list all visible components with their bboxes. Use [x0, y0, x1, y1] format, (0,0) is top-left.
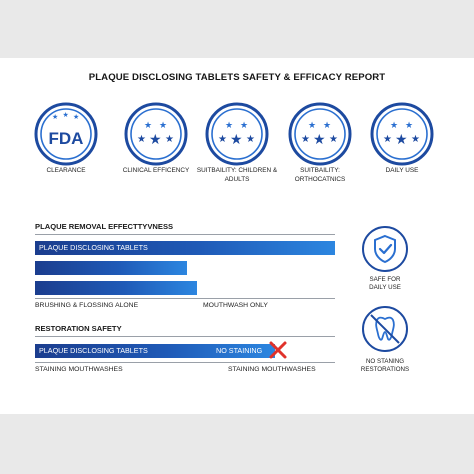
svg-text:★: ★	[405, 121, 413, 131]
svg-text:★: ★	[149, 132, 162, 148]
safe-daily-use-label: SAFE FOR DAILY USE	[340, 276, 430, 292]
five-stars-badge-icon: ★ ★ ★ ★ ★	[370, 102, 434, 166]
badge-label-suitability-children-adults: SUITBAILITY: CHILDREN & ADULTS	[196, 167, 278, 183]
svg-text:★: ★	[390, 121, 398, 131]
svg-text:★: ★	[301, 134, 310, 145]
section-divider	[35, 234, 335, 235]
bar-label: PLAQUE DISCLOSING TABLETS	[39, 346, 148, 355]
svg-text:★: ★	[329, 134, 338, 145]
stain-label-line-1: NO STANING	[365, 358, 405, 365]
svg-text:★: ★	[218, 134, 227, 145]
svg-text:★: ★	[240, 121, 248, 131]
report-title: PLAQUE DISCLOSING TABLETS SAFETY & EFFIC…	[88, 72, 386, 83]
bar-label: PLAQUE DISCLOSING TABLETS	[39, 243, 148, 252]
red-cross-icon	[269, 341, 287, 359]
svg-text:★: ★	[63, 111, 69, 119]
bar-tertiary	[35, 281, 197, 295]
bar-restoration-tablets: PLAQUE DISCLOSING TABLETS NO STAINING	[35, 344, 275, 358]
caption-staining-mouthwashes-left: STAINING MOUTHWASHES	[35, 366, 123, 373]
caption-brushing-flossing: BRUSHING & FLOSSING ALONE	[35, 302, 139, 309]
no-stain-tooth-icon	[362, 306, 408, 352]
five-stars-badge-icon: ★ ★ ★ ★ ★	[124, 102, 188, 166]
svg-text:★: ★	[52, 113, 58, 121]
badge-label-clinical-efficency: CLINICAL EFFICENCY	[122, 167, 190, 174]
badge-label-clearance: CLEARANCE	[46, 167, 86, 174]
svg-text:★: ★	[73, 113, 79, 121]
fda-badge-icon: ★ ★ ★ FDA	[34, 102, 98, 166]
bar-secondary	[35, 261, 187, 275]
svg-text:★: ★	[225, 121, 233, 131]
svg-text:★: ★	[383, 134, 392, 145]
bar-plaque-disclosing-tablets: PLAQUE DISCLOSING TABLETS	[35, 241, 335, 255]
safe-label-line-1: SAFE FOR	[369, 276, 401, 283]
badge-label-suitability-orthocatnics: SUITBAILITY: ORTHOCATNICS	[294, 167, 346, 183]
svg-text:★: ★	[313, 132, 326, 148]
section-divider	[35, 298, 335, 299]
svg-text:★: ★	[308, 121, 316, 131]
svg-text:★: ★	[411, 134, 420, 145]
safe-label-line-2: DAILY USE	[369, 284, 401, 291]
five-stars-badge-icon: ★ ★ ★ ★ ★	[205, 102, 269, 166]
caption-mouthwash-only: MOUTHWASH ONLY	[203, 302, 268, 309]
svg-text:★: ★	[144, 121, 152, 131]
svg-text:★: ★	[165, 134, 174, 145]
svg-text:★: ★	[159, 121, 167, 131]
shield-check-icon	[362, 226, 408, 272]
report-card: PLAQUE DISCLOSING TABLETS SAFETY & EFFIC…	[0, 58, 474, 414]
no-staining-restorations-label: NO STANING RESTORATIONS	[340, 358, 430, 374]
caption-staining-mouthwashes-right: STAINING MOUTHWASHES	[228, 366, 316, 373]
fda-badge-text: FDA	[49, 129, 84, 148]
restoration-section-title: RESTORATION SAFETY	[35, 324, 122, 333]
five-stars-badge-icon: ★ ★ ★ ★ ★	[288, 102, 352, 166]
svg-text:★: ★	[230, 132, 243, 148]
removal-section-title: PLAQUE REMOVAL EFFECTTYVNESS	[35, 222, 174, 231]
section-divider	[35, 336, 335, 337]
badge-label-daily-use: DAILY USE	[385, 167, 419, 174]
svg-text:★: ★	[395, 132, 408, 148]
svg-text:★: ★	[323, 121, 331, 131]
svg-text:★: ★	[246, 134, 255, 145]
section-divider	[35, 362, 335, 363]
stain-label-line-2: RESTORATIONS	[360, 366, 410, 373]
no-staining-text: NO STAINING	[216, 346, 263, 355]
svg-text:★: ★	[137, 134, 146, 145]
